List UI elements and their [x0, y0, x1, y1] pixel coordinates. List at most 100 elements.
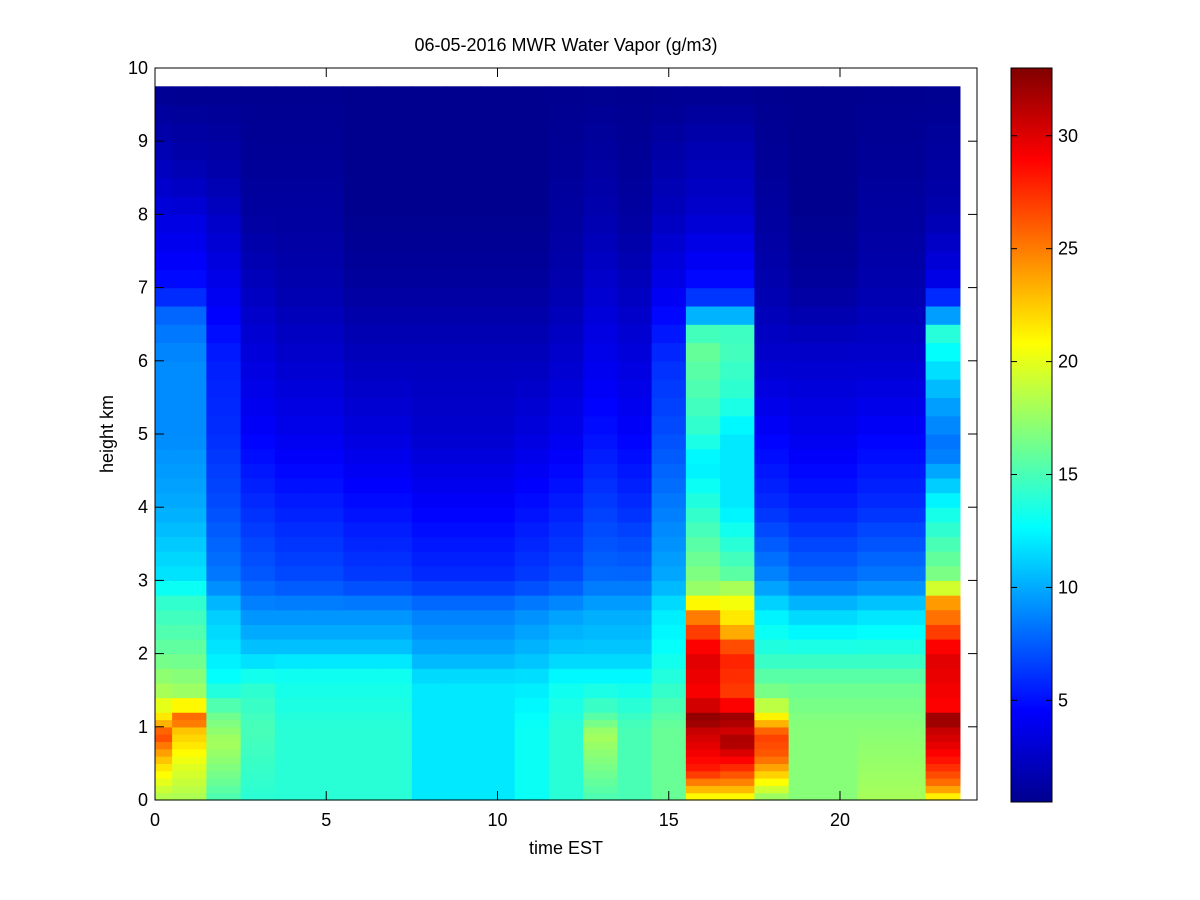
heatmap-cell [155, 287, 173, 307]
heatmap-cell [822, 682, 858, 699]
heatmap-cell [274, 697, 310, 713]
heatmap-cell [480, 477, 516, 494]
heatmap-cell [155, 177, 173, 197]
heatmap-cell [617, 726, 653, 735]
heatmap-cell [377, 653, 413, 669]
heatmap-cell [274, 668, 310, 684]
heatmap-cell [822, 104, 858, 124]
heatmap-cell [240, 697, 276, 713]
heatmap-cell [548, 792, 584, 801]
heatmap-cell [172, 741, 207, 750]
heatmap-cell [480, 305, 516, 325]
heatmap-cell [155, 748, 173, 757]
heatmap-cell [617, 104, 653, 124]
heatmap-cell [548, 214, 584, 234]
heatmap-cell [206, 748, 242, 757]
heatmap-cell [377, 697, 413, 713]
heatmap-cell [309, 397, 344, 417]
heatmap-cell [651, 360, 687, 380]
heatmap-cell [583, 86, 618, 106]
heatmap-cell [206, 609, 242, 625]
heatmap-cell [206, 792, 242, 801]
heatmap-cell [377, 682, 413, 699]
heatmap-cell [822, 653, 858, 669]
heatmap-cell [754, 748, 790, 757]
heatmap-cell [343, 269, 379, 289]
heatmap-cell [617, 697, 653, 713]
heatmap-cell [343, 719, 379, 728]
heatmap-cell [514, 269, 550, 289]
heatmap-cell [822, 379, 858, 398]
heatmap-cell [617, 360, 653, 380]
heatmap-cell [925, 638, 961, 655]
heatmap-cell [411, 682, 447, 699]
heatmap-cell [155, 86, 173, 106]
heatmap-cell [754, 726, 790, 735]
heatmap-cell [857, 463, 892, 479]
heatmap-cell [343, 638, 379, 655]
heatmap-cell [206, 734, 242, 743]
heatmap-cell [857, 104, 892, 124]
heatmap-cell [446, 214, 481, 234]
heatmap-cell [720, 141, 755, 161]
heatmap-cell [583, 463, 618, 479]
x-tick-label: 10 [487, 810, 507, 830]
heatmap-cell [788, 748, 824, 757]
y-tick-label: 10 [128, 58, 148, 78]
heatmap-cell [720, 580, 755, 596]
heatmap-cell [857, 536, 892, 552]
heatmap-cell [480, 342, 516, 362]
heatmap-cell [309, 287, 344, 307]
heatmap-cell [754, 580, 790, 596]
heatmap-cell [822, 86, 858, 106]
heatmap-cell [172, 748, 207, 757]
heatmap-cell [720, 551, 755, 567]
heatmap-cell [788, 507, 824, 523]
heatmap-cell [343, 624, 379, 640]
heatmap-cell [583, 269, 618, 289]
heatmap-cell [617, 492, 653, 508]
heatmap-cell [172, 521, 207, 538]
heatmap-cell [925, 196, 961, 215]
heatmap-cell [720, 697, 755, 713]
heatmap-cell [514, 741, 550, 750]
heatmap-cell [480, 141, 516, 161]
heatmap-cell [651, 785, 687, 794]
heatmap-cell [548, 756, 584, 764]
heatmap-cell [651, 122, 687, 142]
heatmap-cell [480, 492, 516, 508]
heatmap-cell [240, 580, 276, 596]
heatmap-cell [651, 342, 687, 362]
heatmap-cell [514, 726, 550, 735]
heatmap-cell [343, 477, 379, 494]
heatmap-cell [480, 324, 516, 344]
heatmap-cell [514, 770, 550, 779]
heatmap-cell [377, 595, 413, 611]
heatmap-cell [172, 653, 207, 669]
heatmap-cell [720, 792, 755, 801]
heatmap-cell [822, 668, 858, 684]
heatmap-cell [240, 232, 276, 252]
heatmap-cell [172, 141, 207, 161]
heatmap-cell [617, 638, 653, 655]
heatmap-cell [240, 196, 276, 215]
heatmap-cell [651, 251, 687, 270]
heatmap-cell [240, 434, 276, 450]
heatmap-cell [685, 551, 721, 567]
heatmap-cell [446, 159, 481, 179]
heatmap-cell [583, 251, 618, 270]
heatmap-cell [822, 551, 858, 567]
heatmap-cell [822, 324, 858, 344]
heatmap-cell [720, 726, 755, 735]
heatmap-cell [651, 778, 687, 786]
heatmap-cell [617, 434, 653, 450]
heatmap-cell [446, 463, 481, 479]
heatmap-cell [822, 159, 858, 179]
heatmap-cell [583, 756, 618, 764]
heatmap-cell [720, 785, 755, 794]
heatmap-cell [155, 624, 173, 640]
heatmap-cell [172, 624, 207, 640]
heatmap-cell [240, 463, 276, 479]
heatmap-cell [617, 232, 653, 252]
heatmap-cell [446, 507, 481, 523]
